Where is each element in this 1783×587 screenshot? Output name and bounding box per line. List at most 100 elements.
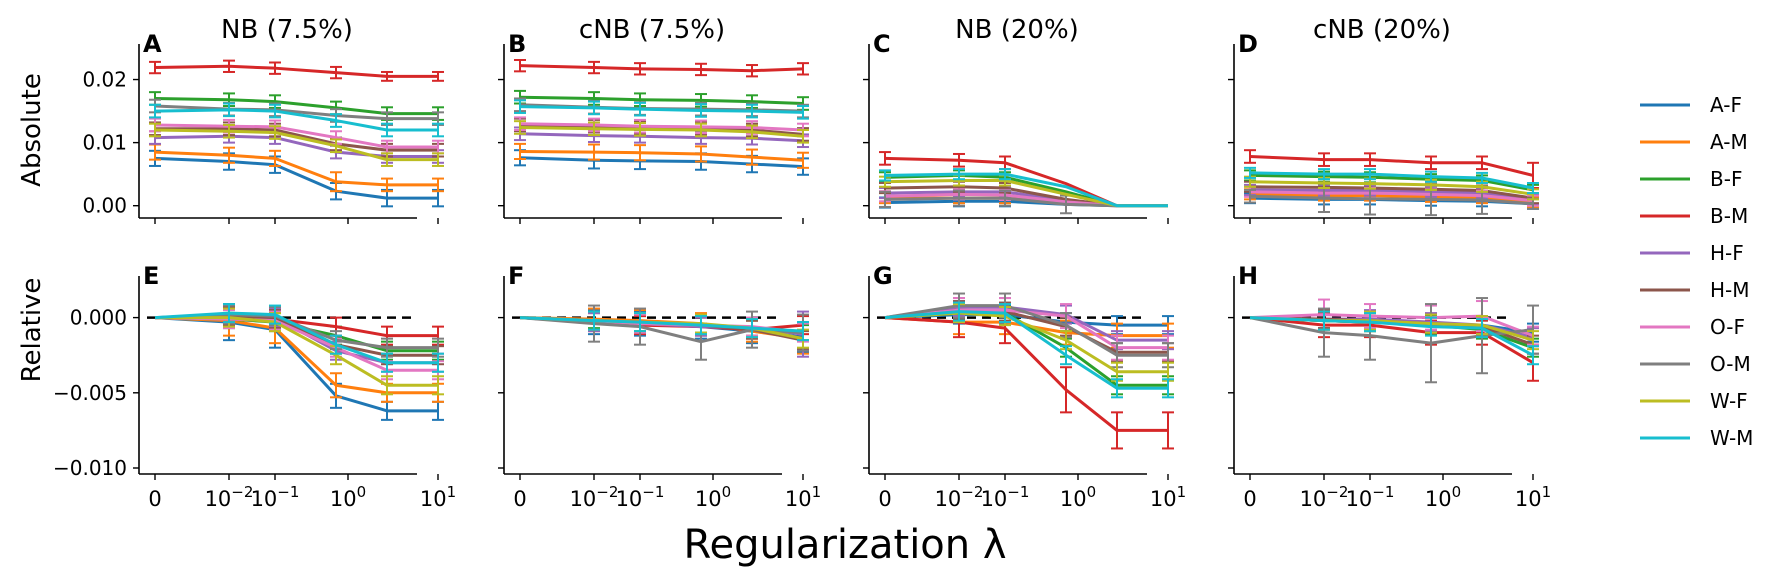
legend: A-F A-M B-F B-M H-F H-M O-F O-M W-F W-M [1640, 93, 1753, 450]
x-tick-label: 10−2 [935, 483, 984, 511]
series-line-A-F [154, 156, 438, 200]
panel-H: 0 10−210−1 100 101 H [1228, 262, 1551, 511]
x-tick-label: 0 [1243, 487, 1256, 511]
series-line-O-F [154, 123, 438, 149]
x-axis-label: Regularization λ [683, 522, 1006, 568]
series-A-M [149, 143, 444, 193]
x-tick-label: 10−1 [616, 483, 665, 511]
panel-title: NB (7.5%) [221, 15, 353, 45]
series-line-A-M [154, 150, 438, 187]
series-line-B-M [884, 316, 1168, 432]
panel-letter: D [1238, 30, 1258, 58]
series-line-A-M [519, 149, 804, 162]
legend-label: W-F [1710, 389, 1748, 413]
series-line-W-M [1249, 316, 1534, 357]
panel-letter: C [873, 30, 891, 58]
x-tick-label: 0 [878, 487, 891, 511]
legend-item-O-F: O-F [1640, 315, 1745, 339]
series-B-F [514, 89, 809, 111]
y-tick-label: −0.005 [53, 381, 127, 405]
x-tick-label: 10−2 [205, 483, 254, 511]
panel-G: 0 10−210−1 100 101 G [863, 262, 1186, 511]
x-tick-label: 100 [1060, 483, 1096, 511]
x-tick-label: 100 [330, 483, 366, 511]
panel-title: NB (20%) [955, 15, 1079, 45]
series-line-W-F [1249, 180, 1534, 196]
row-label-absolute: Absolute [17, 73, 47, 187]
panel-letter: H [1238, 262, 1258, 290]
panel-letter: B [508, 30, 526, 58]
series-line-O-M [1249, 316, 1534, 345]
legend-item-B-F: B-F [1640, 167, 1742, 191]
x-tick-label: 101 [785, 483, 821, 511]
legend-label: H-M [1710, 278, 1750, 302]
row-label-relative: Relative [17, 278, 47, 383]
legend-label: A-F [1710, 93, 1742, 117]
legend-item-A-F: A-F [1640, 93, 1742, 117]
series-W-M [1249, 310, 1539, 366]
series-B-M [1244, 149, 1539, 190]
series-A-M [154, 304, 444, 403]
series-W-M [879, 168, 1168, 208]
x-tick-label: 101 [1150, 483, 1186, 511]
x-tick-label: 0 [148, 487, 161, 511]
x-tick-label: 10−1 [1346, 483, 1395, 511]
legend-label: O-M [1710, 352, 1751, 376]
x-tick-label: 0 [513, 487, 526, 511]
legend-item-B-M: B-M [1640, 204, 1748, 228]
series-W-F [514, 120, 809, 144]
panel-title: cNB (7.5%) [579, 15, 725, 45]
series-line-H-M [155, 127, 438, 152]
series-line-W-F [884, 311, 1168, 374]
x-tick-label: 101 [420, 483, 456, 511]
series-line-B-M [154, 64, 438, 78]
x-tick-label: 10−1 [251, 483, 300, 511]
series-line-O-F [1249, 313, 1534, 338]
series-line-B-M [1249, 154, 1534, 177]
panel-letter: G [873, 262, 893, 290]
series-line-W-M [519, 105, 804, 114]
series-line-H-F [154, 134, 438, 158]
panel-F: 0 10−210−1 100 101 F [498, 262, 821, 511]
series-line-A-M [1249, 192, 1534, 205]
series-W-M [1244, 166, 1539, 195]
series-line-W-F [154, 128, 438, 162]
series-B-M [149, 59, 444, 82]
series-line-B-M [519, 64, 804, 73]
series-line-W-M [884, 310, 1168, 390]
y-tick-label: 0.000 [70, 306, 127, 330]
series-line-W-M [519, 316, 804, 333]
series-H-M [149, 121, 444, 158]
x-tick-label: 101 [1515, 483, 1551, 511]
panel-letter: F [508, 262, 524, 290]
legend-item-W-M: W-M [1640, 426, 1753, 450]
legend-item-H-M: H-M [1640, 278, 1750, 302]
series-line-B-M [1249, 316, 1534, 365]
series-line-H-M [1249, 185, 1534, 200]
legend-item-A-M: A-M [1640, 130, 1748, 154]
y-tick-label: 0.00 [82, 194, 127, 218]
panel-A: 0.00 0.01 0.02 A NB (7.5%) [82, 15, 444, 224]
series-line-O-M [1249, 194, 1534, 206]
series-W-M [154, 303, 444, 373]
series-W-M [519, 310, 809, 342]
panel-letter: E [143, 262, 159, 290]
series-W-M [514, 99, 809, 120]
series-W-M [884, 301, 1174, 399]
series-line-A-F [519, 156, 804, 169]
x-tick-label: 100 [1425, 483, 1461, 511]
x-tick-label: 100 [695, 483, 731, 511]
panel-E: 0.000 −0.005 −0.010 0 10−210−1 100 101 E [53, 262, 456, 511]
series-line-O-F [519, 122, 804, 132]
series-A-M [514, 142, 809, 169]
y-tick-label: −0.010 [53, 456, 127, 480]
x-tick-label: 10−2 [1300, 483, 1349, 511]
legend-label: B-M [1710, 204, 1748, 228]
series-line-B-F [519, 95, 804, 106]
series-line-O-F [1249, 190, 1534, 203]
legend-label: A-M [1710, 130, 1748, 154]
